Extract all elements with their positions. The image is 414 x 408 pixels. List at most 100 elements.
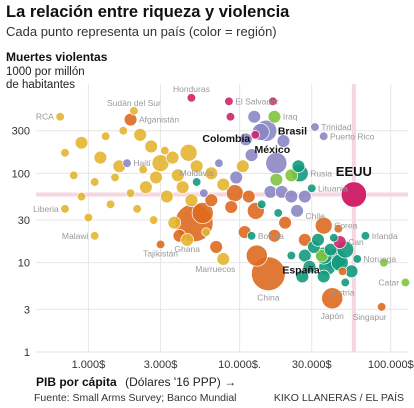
label-espa-a: España: [282, 265, 320, 277]
x-tick-label: 30.000$: [292, 359, 332, 371]
label-afganist-n: Afganistán: [139, 115, 179, 125]
data-point: [379, 258, 389, 268]
x-axis-label: PIB por cápita (Dólares '16 PPP) →: [36, 373, 236, 390]
point-marruecos: [216, 252, 231, 266]
point-eeuu: [340, 181, 367, 208]
data-point: [125, 188, 136, 198]
data-point: [337, 266, 348, 276]
data-point: [225, 112, 236, 122]
data-point: [110, 172, 120, 183]
data-point: [257, 199, 267, 209]
data-point: [295, 269, 310, 284]
data-point: [242, 189, 256, 204]
point-liberia: [60, 204, 70, 214]
data-point: [284, 189, 299, 204]
data-point: [269, 172, 284, 187]
label-brasil: Brasil: [278, 126, 307, 138]
label-irlanda: Irlanda: [372, 231, 398, 241]
data-point: [286, 250, 297, 261]
data-point: [105, 199, 116, 209]
point-jap-n: [321, 287, 344, 310]
label-austria: Austria: [328, 287, 355, 297]
point-rca: [55, 112, 65, 122]
label-colombia: Colombia: [202, 133, 250, 145]
point-hait-: [122, 158, 132, 168]
label-moldavia: Moldavia: [180, 168, 214, 178]
data-point: [302, 260, 317, 274]
point-el-salvador: [224, 96, 234, 106]
data-point: [291, 159, 306, 174]
point-noruega: [352, 254, 362, 264]
label-marruecos: Marruecos: [195, 264, 235, 274]
point-lituania: [307, 183, 317, 193]
point-bosnia: [246, 231, 257, 241]
data-point: [224, 200, 238, 214]
label-m-xico: México: [255, 144, 291, 156]
data-point: [250, 130, 260, 140]
label-tajikist-n: Tajikistán: [143, 248, 178, 258]
chart-subtitle: Cada punto representa un país (color = r…: [6, 24, 277, 39]
data-point: [209, 240, 223, 254]
data-point: [333, 224, 343, 234]
data-point: [236, 159, 250, 174]
data-point: [93, 150, 108, 165]
data-point: [329, 233, 339, 243]
data-point: [245, 244, 268, 267]
label-china: China: [257, 293, 279, 303]
point-catar: [400, 277, 411, 288]
data-point: [263, 185, 278, 199]
label-el-salvador: El Salvador: [235, 96, 279, 106]
y-tick-label: 30: [18, 215, 30, 227]
point-trinidad: [310, 122, 320, 132]
data-point: [144, 139, 158, 154]
point-sud-n-del-sur: [129, 106, 139, 116]
data-point: [239, 132, 253, 147]
point-austria: [340, 277, 350, 288]
data-point: [268, 96, 278, 106]
y-tick-label: 10: [18, 258, 30, 270]
chart-title: La relación entre riqueza y violencia: [6, 3, 290, 21]
label-ghana: Ghana: [174, 244, 200, 254]
x-tick-label: 10.000$.: [218, 359, 261, 371]
point-iraq: [267, 109, 282, 124]
label-eeuu: EEUU: [336, 164, 372, 179]
data-point: [204, 193, 219, 207]
data-point: [316, 269, 331, 284]
label-trinidad: Trinidad: [321, 122, 352, 132]
label-rca: RCA: [36, 112, 54, 122]
data-point: [204, 166, 219, 181]
data-point: [267, 229, 282, 243]
label-bosnia: Bosnia: [258, 231, 284, 241]
label-can: Can: [348, 237, 364, 247]
data-point: [133, 128, 147, 142]
label-liberia: Liberia: [33, 204, 59, 214]
data-point: [148, 215, 159, 225]
y-tick-label: 3: [24, 304, 30, 316]
data-point: [311, 233, 325, 247]
data-point: [160, 145, 170, 156]
data-point: [273, 208, 283, 218]
data-point: [323, 242, 338, 257]
label-puerto-rico: Puerto Rico: [330, 131, 375, 141]
x-tick-label: 3.000$: [144, 359, 178, 371]
data-point: [69, 170, 79, 180]
point-ghana: [180, 233, 194, 247]
x-tick-label: 100.000$: [368, 359, 414, 371]
data-point: [175, 180, 190, 194]
data-point: [60, 148, 70, 158]
point-malawi: [90, 231, 100, 241]
data-point: [167, 215, 182, 230]
data-point: [179, 143, 198, 162]
data-point: [201, 227, 211, 237]
point-moldavia: [192, 177, 202, 187]
label-honduras: Honduras: [173, 84, 210, 94]
label-sud-n-del-sur: Sudán del Sur: [107, 98, 161, 108]
data-point: [216, 177, 231, 192]
data-point: [160, 189, 174, 204]
label-lituania: Lituania: [318, 183, 348, 193]
point-singapur: [376, 302, 387, 312]
label-catar: Catar: [378, 277, 399, 287]
x-tick-label: 1.000$: [72, 359, 106, 371]
point-corea: [314, 216, 333, 235]
point-chile: [290, 204, 304, 218]
